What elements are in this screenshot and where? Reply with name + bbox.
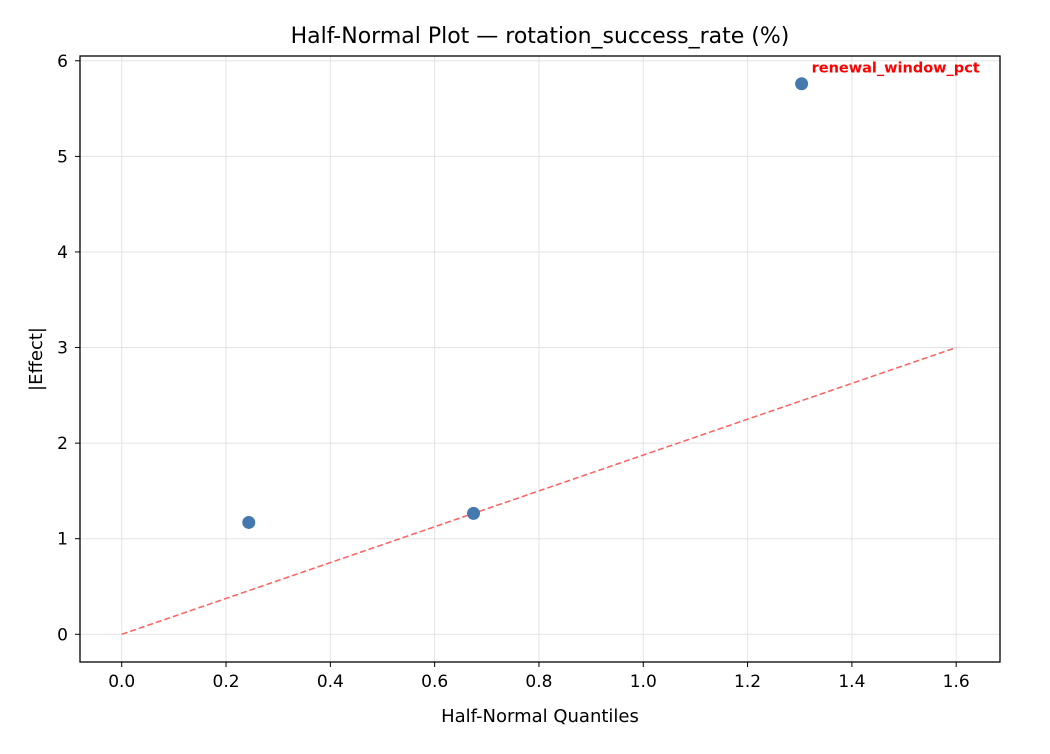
data-point: [242, 515, 256, 529]
y-tick-label: 5: [57, 147, 68, 167]
y-tick-label: 2: [57, 434, 68, 454]
chart-title: Half-Normal Plot — rotation_success_rate…: [291, 24, 790, 49]
data-point: [467, 506, 481, 520]
y-tick-label: 3: [57, 339, 68, 359]
points-group: renewal_window_pct: [242, 61, 980, 529]
reference-line-group: [121, 346, 957, 635]
data-point: [795, 77, 809, 91]
y-tick-label: 1: [57, 530, 68, 550]
x-tick-label: 1.2: [734, 672, 761, 692]
y-tick-label: 0: [57, 625, 68, 645]
x-tick-label: 0.4: [317, 672, 344, 692]
reference-line: [121, 346, 957, 635]
x-axis-label: Half-Normal Quantiles: [441, 706, 639, 727]
x-tick-label: 1.4: [838, 672, 865, 692]
x-axis: 0.0 0.2 0.4 0.6 0.8 1.0 1.2 1.4 1.6: [108, 662, 970, 692]
x-tick-label: 0.6: [421, 672, 448, 692]
plot-frame: [79, 55, 1001, 663]
y-axis-label: |Effect|: [26, 327, 47, 391]
y-tick-label: 6: [57, 52, 68, 72]
y-tick-label: 4: [57, 243, 68, 263]
x-tick-label: 1.6: [943, 672, 970, 692]
x-tick-label: 1.0: [630, 672, 657, 692]
point-annotation: renewal_window_pct: [812, 61, 980, 77]
x-tick-label: 0.8: [525, 672, 552, 692]
x-tick-label: 0.2: [213, 672, 240, 692]
grid: [80, 56, 1000, 662]
y-axis: 0 1 2 3 4 5 6: [57, 52, 80, 645]
x-tick-label: 0.0: [108, 672, 135, 692]
